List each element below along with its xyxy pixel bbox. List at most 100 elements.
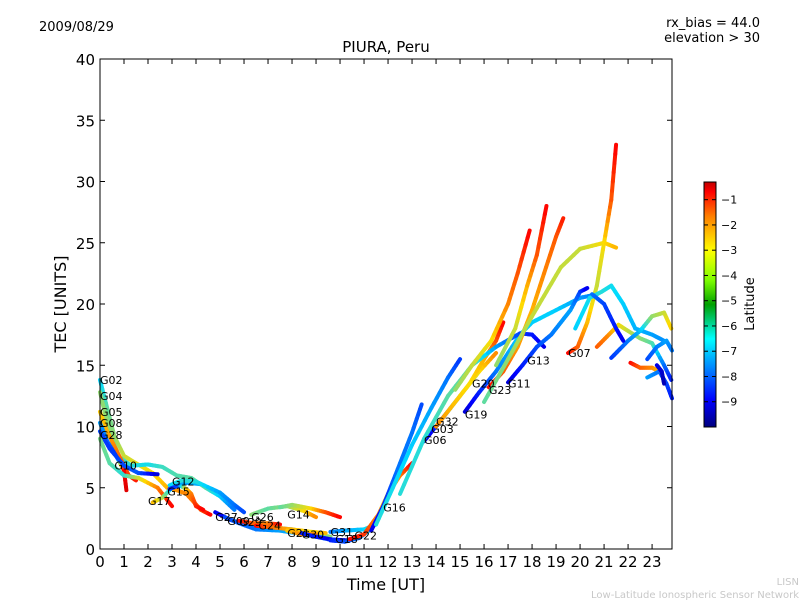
series-g01 (482, 240, 619, 404)
series-segment (542, 204, 549, 217)
y-tick-label: 0 (85, 541, 95, 559)
date-label: 2009/08/29 (39, 20, 114, 35)
series-layer (98, 142, 674, 544)
satellite-label: G17 (148, 495, 171, 508)
satellite-label: G21 (287, 527, 310, 540)
x-tick-label: 15 (451, 553, 470, 571)
series-g14 (278, 502, 343, 520)
x-tick-label: 17 (499, 553, 518, 571)
series-g37 (628, 360, 662, 374)
series-segment (312, 514, 319, 520)
colorbar-ticks: −1 −2 −3 −4 −5 −6 −7 −8 −9 (704, 194, 737, 409)
series-segment (167, 501, 175, 509)
colorbar (703, 181, 717, 428)
x-axis-label: Time [UT] (346, 575, 425, 594)
x-tick-label: 23 (643, 553, 662, 571)
series-g30 (299, 531, 333, 542)
x-tick-label: 3 (167, 553, 177, 571)
x-tick-label: 14 (427, 553, 446, 571)
series-segment (491, 351, 499, 359)
satellite-label: G31 (330, 526, 353, 539)
x-tick-label: 8 (287, 553, 297, 571)
series-segment (620, 336, 626, 343)
satellite-label: G10 (114, 460, 137, 473)
y-tick-label: 25 (76, 235, 95, 253)
satellite-label: G08 (100, 417, 123, 430)
series-segment (668, 375, 674, 382)
y-tick-label: 5 (85, 480, 95, 498)
x-tick-label: 9 (311, 553, 321, 571)
satellite-labels: G02G04G05G08G28G10G17G12G15G27G09G29G26G… (100, 347, 591, 546)
series-segment (560, 216, 566, 224)
satellite-label: G04 (100, 390, 123, 403)
satellite-label: G09 (227, 515, 250, 528)
y-tick-label: 35 (76, 112, 95, 130)
satellite-label: G18 (335, 533, 358, 546)
satellite-label: G27 (215, 511, 238, 524)
elevation-label: elevation > 30 (664, 31, 760, 46)
satellite-label: G23 (489, 384, 512, 397)
series-segment (540, 342, 547, 349)
x-tick-label: 5 (215, 553, 225, 571)
footer-lisn: LISN (777, 577, 799, 588)
x-tick-label: 1 (119, 553, 129, 571)
series-g38 (645, 338, 674, 362)
x-tick-label: 18 (523, 553, 542, 571)
series-g25 (494, 204, 549, 368)
x-tick-label: 19 (547, 553, 566, 571)
satellite-label: G13 (527, 354, 550, 367)
colorbar-tick-label: −9 (721, 396, 737, 409)
series-g35 (609, 310, 674, 360)
rx-bias-label: rx_bias = 44.0 (666, 16, 760, 31)
satellite-label: G12 (172, 476, 195, 489)
x-tick-label: 13 (402, 553, 421, 571)
footer-network: Low-Latitude Ionospheric Sensor Network (591, 590, 799, 600)
series-g40 (654, 363, 667, 386)
satellite-label: G15 (167, 485, 190, 498)
x-tick-label: 7 (263, 553, 273, 571)
series-g06 (374, 357, 463, 527)
x-tick-label: 16 (475, 553, 494, 571)
colorbar-tick-label: −7 (721, 345, 737, 358)
series-g11 (506, 286, 590, 385)
x-tick-label: 11 (354, 553, 373, 571)
colorbar-label: Latitude (743, 277, 758, 331)
satellite-label: G06 (424, 434, 447, 447)
series-segment (240, 509, 247, 515)
colorbar-tick-label: −1 (721, 194, 737, 207)
x-tick-label: 4 (191, 553, 201, 571)
y-tick-label: 10 (76, 419, 95, 437)
x-tick-label: 21 (595, 553, 614, 571)
series-segment (500, 320, 506, 328)
chart-title: PIURA, Peru (342, 38, 429, 56)
satellite-label: G03 (431, 423, 454, 436)
colorbar-tick-label: −6 (721, 320, 737, 333)
series-g15 (167, 483, 206, 512)
colorbar-tick-label: −5 (721, 295, 737, 308)
x-tick-label: 2 (143, 553, 153, 571)
x-tick-label: 6 (239, 553, 249, 571)
satellite-label: G19 (465, 408, 488, 421)
series-segment (668, 323, 674, 331)
y-axis: 0 5 10 15 20 25 30 35 40 (76, 51, 672, 559)
satellite-label: G32 (436, 416, 459, 429)
satellite-label: G24 (258, 520, 281, 533)
x-tick-label: 22 (619, 553, 638, 571)
series-segment (418, 402, 424, 412)
series-segment (206, 511, 213, 517)
x-axis: 0 1 2 3 4 5 6 7 8 9 10 11 12 13 14 15 16 17 18 19 20 21 22 23 (95, 59, 662, 571)
x-tick-label: 0 (95, 553, 105, 571)
satellite-label: G07 (568, 347, 591, 360)
satellite-label: G20 (472, 378, 495, 391)
colorbar-tick-label: −8 (721, 370, 737, 383)
y-tick-label: 20 (76, 296, 95, 314)
series-segment (525, 228, 532, 240)
series-segment (132, 477, 139, 483)
series-g12 (167, 478, 247, 515)
satellite-label: G29 (239, 516, 262, 529)
series-segment (230, 505, 237, 512)
x-tick-label: 10 (330, 553, 349, 571)
colorbar-tick-label: −4 (721, 269, 737, 282)
satellite-label: G16 (383, 501, 406, 514)
colorbar-tick-label: −2 (721, 219, 737, 232)
